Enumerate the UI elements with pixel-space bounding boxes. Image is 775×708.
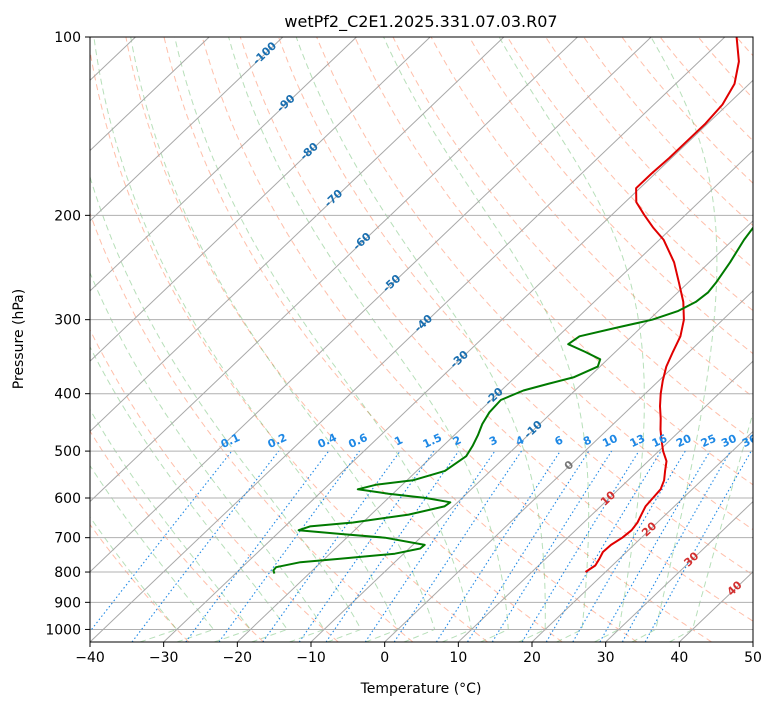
moist-adiabat [174, 37, 473, 642]
x-tick-label: −20 [223, 650, 253, 666]
moist-adiabat [295, 37, 546, 642]
isotherm [90, 37, 726, 642]
chart-title: wetPf2_C2E1.2025.331.07.03.R07 [284, 12, 557, 32]
x-tick-label: 10 [449, 650, 467, 666]
mixing-ratio-line [644, 450, 752, 642]
x-tick-label: −40 [75, 650, 105, 666]
y-tick-label: 400 [54, 387, 81, 403]
mixing-ratio-line [262, 450, 401, 642]
mixing-ratio-line [393, 450, 522, 642]
mixing-ratio-line [218, 450, 360, 642]
mixing-ratio-line [364, 450, 496, 642]
moist-adiabat [130, 37, 436, 642]
x-tick-label: 50 [744, 650, 762, 666]
moist-adiabat [90, 345, 289, 642]
moist-adiabat [90, 175, 362, 642]
moist-adiabat [93, 37, 399, 642]
isotherm [90, 37, 578, 503]
sounding-lines [272, 37, 753, 574]
mixing-ratio-label: 13 [628, 432, 647, 450]
isotherm [90, 37, 284, 222]
moist-adiabat [669, 410, 753, 642]
mixing-ratio-label: 25 [699, 432, 718, 450]
dry-adiabat [90, 48, 488, 642]
y-axis-label: Pressure (hPa) [11, 289, 27, 389]
isotherm [163, 79, 753, 642]
moist-adiabat [383, 37, 590, 642]
isotherm [90, 37, 357, 292]
y-axis: 100 200 300 400 500 600 700 800 900 1000 [45, 30, 90, 638]
dry-adiabat [125, 37, 563, 642]
y-tick-label: 300 [54, 313, 81, 329]
dry-adiabat [468, 37, 753, 355]
temperature-line [584, 37, 740, 573]
isotherm [90, 37, 210, 152]
y-tick-label: 800 [54, 565, 81, 581]
dry-adiabat [392, 37, 753, 442]
mixing-ratio-label: 20 [674, 432, 694, 450]
moist-adiabat [228, 37, 509, 642]
dry-adiabat [163, 37, 638, 642]
isotherm [384, 290, 753, 642]
y-tick-label: 100 [54, 30, 81, 46]
mixing-ratio-label: 10 [600, 432, 620, 450]
dry-adiabat [239, 37, 753, 622]
y-tick-label: 600 [54, 491, 81, 507]
x-axis-label: Temperature (°C) [360, 681, 482, 697]
dewpoint-line [272, 226, 753, 574]
dry-adiabat [354, 37, 753, 486]
isotherm [531, 430, 753, 642]
mixing-ratio-label: 16 [650, 432, 670, 450]
x-tick-label: −10 [296, 650, 326, 666]
dry-adiabat [90, 328, 339, 642]
y-tick-label: 200 [54, 208, 81, 224]
y-tick-label: 1000 [45, 622, 81, 638]
background-lines [90, 37, 753, 642]
dry-adiabat [430, 37, 753, 398]
isotherm [310, 220, 753, 642]
moist-adiabat [90, 271, 325, 642]
dry-adiabat [278, 37, 753, 576]
mixing-ratio-line [467, 450, 590, 642]
x-tick-label: 30 [597, 650, 615, 666]
y-tick-label: 500 [54, 444, 81, 460]
isotherm [457, 360, 753, 642]
mixing-ratio-label: 36 [740, 432, 760, 450]
y-tick-label: 700 [54, 531, 81, 547]
x-tick-label: −30 [149, 650, 179, 666]
isotherm [605, 500, 753, 642]
moist-adiabat [90, 408, 252, 642]
mixing-ratio-line [521, 450, 640, 642]
mixing-ratio-line [325, 450, 460, 642]
x-axis: −40 −30 −20 −10 0 10 20 30 40 50 [75, 642, 762, 666]
x-tick-label: 20 [523, 650, 541, 666]
dry-adiabat [506, 37, 753, 312]
mixing-ratio-line [185, 450, 330, 642]
isotherm [90, 37, 652, 573]
isotherm [90, 37, 431, 362]
mixing-ratio-label: 30 [719, 432, 739, 450]
y-tick-label: 900 [54, 595, 81, 611]
mixing-ratio-line [621, 450, 731, 642]
plot-frame [89, 36, 754, 643]
x-tick-label: 0 [380, 650, 389, 666]
x-tick-label: 40 [670, 650, 688, 666]
mixing-ratio-line [435, 450, 561, 642]
isotherm [236, 149, 753, 642]
isotherm [90, 37, 505, 433]
